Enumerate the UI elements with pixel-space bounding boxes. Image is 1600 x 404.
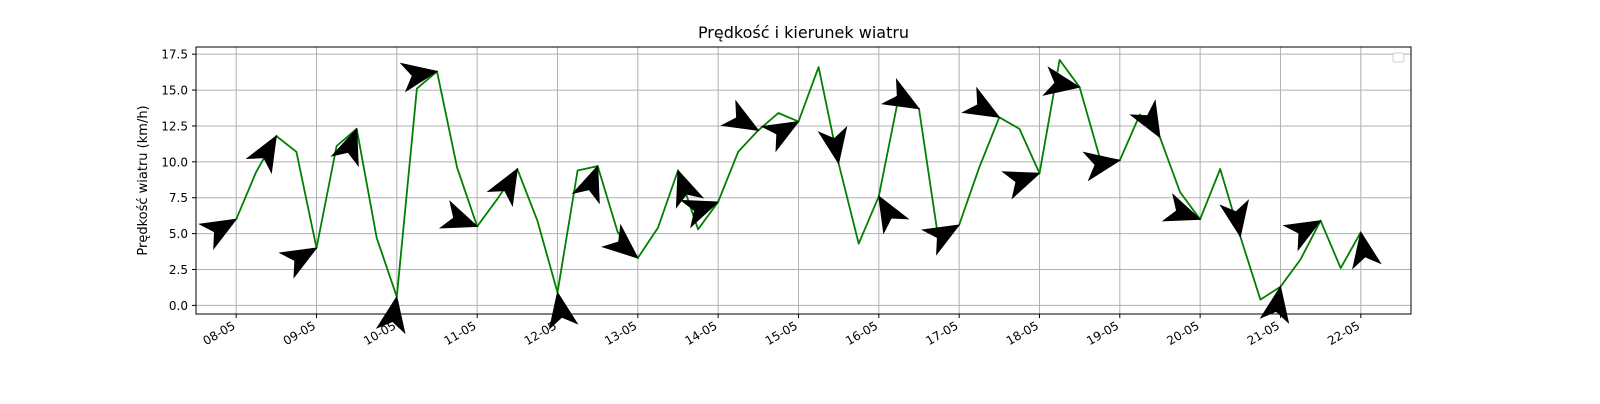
wind-direction-arrow: [1219, 199, 1250, 238]
wind-direction-arrow: [760, 120, 800, 153]
wind-direction-arrow: [880, 78, 921, 110]
y-tick-label: 15.0: [161, 84, 188, 98]
wind-direction-arrow: [878, 195, 910, 235]
wind-direction-arrow: [1042, 66, 1081, 96]
y-tick-label: 5.0: [169, 227, 188, 241]
wind-direction-arrow: [921, 224, 961, 256]
wind-direction-arrow: [1129, 99, 1161, 139]
wind-arrows-group: [198, 62, 1382, 335]
legend-box: [1392, 52, 1405, 63]
y-tick-label: 12.5: [161, 119, 188, 133]
grid-lines: [196, 47, 1411, 314]
y-tick-label: 2.5: [169, 263, 188, 277]
wind-direction-arrow: [330, 127, 359, 168]
y-tick-label: 17.5: [161, 48, 188, 62]
wind-direction-arrow: [679, 199, 720, 229]
wind-direction-arrow: [1282, 220, 1322, 252]
wind-direction-arrow: [198, 218, 238, 250]
wind-direction-arrow: [1352, 230, 1382, 270]
wind-direction-arrow: [278, 247, 318, 279]
wind-direction-arrow: [375, 295, 406, 335]
wind-direction-arrow: [817, 125, 848, 165]
wind-direction-arrow: [601, 223, 639, 259]
chart-title: Prędkość i kierunek wiatru: [698, 23, 909, 42]
y-tick-label: 10.0: [161, 155, 188, 169]
plot-area-frame: [195, 46, 1412, 315]
wind-direction-arrow: [486, 167, 518, 208]
wind-direction-arrow: [548, 291, 579, 330]
wind-direction-arrow: [720, 99, 760, 131]
wind-direction-arrow: [438, 200, 479, 229]
wind-direction-arrow: [399, 62, 439, 93]
wind-direction-arrow: [571, 164, 600, 205]
wind-direction-arrow: [1082, 151, 1122, 182]
y-tick-label: 7.5: [169, 191, 188, 205]
wind-direction-arrow: [1161, 193, 1202, 222]
y-axis-label: Prędkość wiatru (km/h): [136, 105, 151, 255]
y-tick-label: 0.0: [169, 299, 188, 313]
wind-direction-arrow: [245, 134, 277, 175]
wind-direction-arrow: [675, 169, 705, 209]
wind-direction-arrow: [1001, 171, 1041, 200]
wind-direction-arrow: [961, 86, 1001, 118]
